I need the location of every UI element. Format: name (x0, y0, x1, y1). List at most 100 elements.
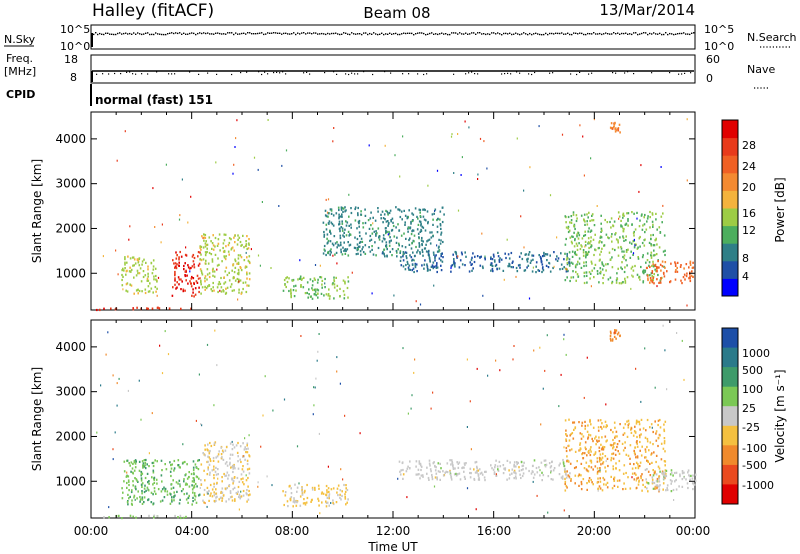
nsky-point (491, 32, 493, 34)
echo-cell (199, 268, 202, 271)
echo-cell (213, 275, 216, 278)
nsky-point (223, 33, 225, 35)
echo-cell (374, 241, 376, 244)
echo-cell (573, 466, 576, 470)
echo-cell (617, 129, 620, 132)
echo-cell (172, 259, 174, 262)
nsky-point (363, 32, 365, 34)
echo-cell (340, 248, 342, 251)
echo-cell (514, 471, 516, 474)
echo-cell (609, 258, 612, 261)
echo-cell (201, 424, 203, 427)
echo-cell (576, 263, 578, 266)
echo-cell (121, 278, 123, 282)
echo-cell (225, 291, 228, 294)
echo-cell (471, 263, 473, 266)
echo-cell (615, 430, 618, 433)
echo-cell (566, 263, 569, 266)
echo-cell (234, 258, 236, 261)
echo-cell (644, 485, 646, 489)
echo-cell (681, 282, 683, 285)
echo-cell (169, 461, 171, 464)
echo-cell (626, 264, 628, 267)
echo-cell (372, 222, 374, 225)
echo-cell (570, 478, 572, 481)
echo-cell (330, 212, 333, 215)
nsky-point (343, 32, 345, 34)
echo-cell (637, 246, 639, 249)
echo-cell (130, 268, 133, 271)
echo-cell (594, 263, 597, 266)
echo-cell (179, 514, 182, 517)
echo-cell (455, 474, 458, 477)
echo-cell (582, 435, 585, 438)
echo-cell (619, 131, 621, 134)
nave-point (126, 71, 128, 73)
echo-cell (206, 268, 209, 271)
echo-cell (468, 270, 471, 273)
echo-cell (440, 467, 442, 470)
echo-cell (199, 246, 201, 249)
echo-cell (234, 467, 236, 470)
nsky-point (297, 32, 299, 34)
echo-cell (571, 242, 573, 245)
echo-cell (470, 263, 472, 266)
echo-cell (118, 377, 120, 380)
echo-cell (182, 488, 184, 491)
echo-cell (565, 226, 568, 229)
echo-cell (364, 214, 367, 217)
echo-cell (670, 471, 673, 474)
echo-cell (430, 265, 433, 268)
echo-cell (633, 238, 635, 241)
echo-cell (621, 267, 623, 271)
echo-cell (133, 264, 135, 267)
echo-cell (155, 478, 158, 481)
echo-cell (131, 471, 134, 474)
echo-cell (595, 443, 597, 446)
echo-cell (148, 290, 151, 293)
echo-cell (385, 220, 388, 223)
echo-cell (125, 289, 127, 292)
echo-cell (568, 258, 571, 261)
nsky-point (687, 33, 689, 35)
echo-cell (338, 213, 340, 216)
echo-cell (215, 488, 217, 491)
echo-cell (599, 267, 602, 270)
echo-cell (436, 270, 438, 274)
echo-cell (288, 289, 290, 293)
echo-cell (610, 122, 613, 125)
echo-cell (326, 242, 329, 245)
echo-cell (317, 278, 319, 281)
echo-cell (244, 458, 246, 461)
echo-cell (183, 264, 185, 268)
echo-cell (131, 256, 134, 259)
echo-cell (139, 498, 142, 501)
x-tick-label-4: 16:00 (477, 524, 512, 538)
nsky-point (221, 33, 223, 35)
echo-cell (641, 228, 644, 231)
nsky-point (675, 33, 677, 35)
echo-cell (556, 255, 558, 258)
echo-cell (441, 260, 444, 263)
echo-cell (517, 264, 520, 267)
echo-cell (264, 375, 266, 378)
echo-cell (679, 473, 681, 476)
x-tick-label-5: 20:00 (577, 524, 612, 538)
nsky-point (495, 33, 497, 35)
echo-cell (178, 278, 181, 281)
echo-cell (614, 233, 616, 236)
echo-cell (332, 282, 334, 285)
echo-cell (564, 243, 567, 246)
echo-cell (636, 273, 639, 276)
echo-cell (360, 210, 362, 213)
nsky-point (593, 32, 595, 34)
echo-cell (136, 269, 139, 272)
echo-cell (193, 472, 195, 475)
echo-cell (319, 276, 321, 279)
echo-cell (341, 222, 344, 225)
echo-cell (638, 479, 640, 482)
echo-cell (335, 212, 338, 215)
echo-cell (627, 224, 629, 227)
echo-cell (253, 156, 256, 159)
echo-cell (646, 445, 648, 449)
